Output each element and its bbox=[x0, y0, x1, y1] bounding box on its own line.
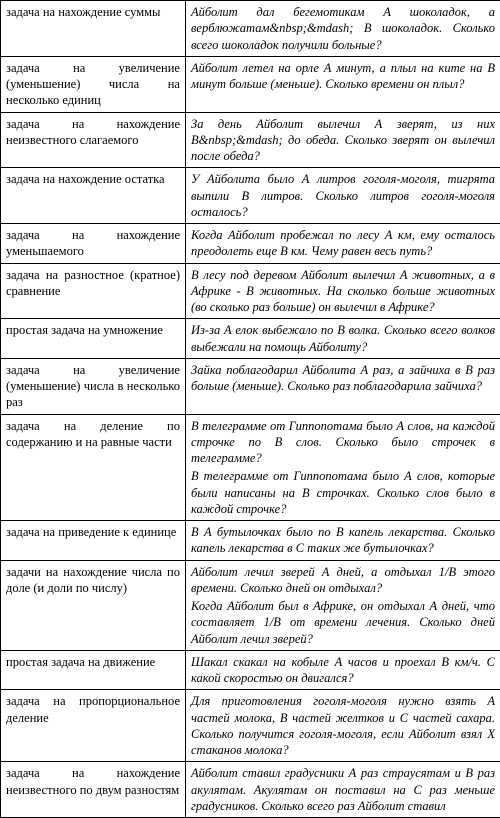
problem-text-paragraph: Айболит ставил градусники А раз страусят… bbox=[191, 765, 495, 814]
problem-text-cell: Из-за А елок выбежало по В волка. Скольк… bbox=[186, 319, 500, 359]
table-row: задача на увеличение (уменьшение) числа … bbox=[1, 358, 500, 414]
problem-type-cell: задача на нахождение неизвестного слагае… bbox=[1, 112, 186, 168]
table-row: задача на пропорциональное делениеДля пр… bbox=[1, 690, 500, 762]
problem-type-cell: простая задача на движение bbox=[1, 650, 186, 690]
problem-text-paragraph: В лесу под деревом Айболит вылечил А жив… bbox=[191, 267, 495, 316]
table-row: задача на нахождение суммыАйболит дал бе… bbox=[1, 1, 500, 57]
problem-text-paragraph: Для приготовления гоголя-моголя нужно вз… bbox=[191, 693, 495, 758]
problem-type-cell: задача на увеличение (уменьшение) числа … bbox=[1, 358, 186, 414]
problem-type-cell: задача на нахождение остатка bbox=[1, 168, 186, 224]
problem-text-paragraph: Айболит дал бегемотикам А шоколадок, а в… bbox=[191, 4, 495, 53]
problem-text-paragraph: Айболит лечил зверей А дней, а отдыхал 1… bbox=[191, 564, 495, 597]
table-row: задача на увеличение (уменьшение) числа … bbox=[1, 56, 500, 112]
problem-text-cell: Айболит дал бегемотикам А шоколадок, а в… bbox=[186, 1, 500, 57]
problem-type-cell: задача на разностное (кратное) сравнение bbox=[1, 263, 186, 319]
problem-text-paragraph: Когда Айболит был в Африке, он отдыхал А… bbox=[191, 598, 495, 647]
problem-text-cell: Айболит летел на орле А минут, а плыл на… bbox=[186, 56, 500, 112]
table-row: простая задача на движениеШакал скакал н… bbox=[1, 650, 500, 690]
problem-type-cell: задача на нахождение уменьшаемого bbox=[1, 224, 186, 264]
table-body: задача на нахождение суммыАйболит дал бе… bbox=[1, 1, 500, 818]
problem-text-cell: В А бутылочках было по В капель лекарств… bbox=[186, 521, 500, 561]
problem-type-cell: задача на пропорциональное деление bbox=[1, 690, 186, 762]
problem-text-paragraph: За день Айболит вылечил А зверят, из них… bbox=[191, 116, 495, 165]
problem-type-cell: задачи на нахождение числа по доле (и до… bbox=[1, 560, 186, 650]
problem-text-paragraph: Из-за А елок выбежало по В волка. Скольк… bbox=[191, 322, 495, 355]
problem-text-cell: Для приготовления гоголя-моголя нужно вз… bbox=[186, 690, 500, 762]
table-row: простая задача на умножениеИз-за А елок … bbox=[1, 319, 500, 359]
problem-text-paragraph: Шакал скакал на кобыле А часов и проехал… bbox=[191, 654, 495, 687]
problem-type-cell: задача на приведение к единице bbox=[1, 521, 186, 561]
problem-text-paragraph: В телеграмме от Гиппопотама было А слов,… bbox=[191, 418, 495, 467]
table-row: задача на нахождение неизвестного слагае… bbox=[1, 112, 500, 168]
table-row: задача на приведение к единицеВ А бутыло… bbox=[1, 521, 500, 561]
table-row: задачи на нахождение числа по доле (и до… bbox=[1, 560, 500, 650]
problem-type-cell: задача на нахождение неизвестного по дву… bbox=[1, 762, 186, 818]
problem-type-cell: задача на деление по содержанию и на рав… bbox=[1, 414, 186, 521]
problem-text-cell: У Айболита было А литров гоголя-моголя, … bbox=[186, 168, 500, 224]
problem-type-cell: простая задача на умножение bbox=[1, 319, 186, 359]
problem-text-paragraph: Когда Айболит пробежал по лесу А км, ему… bbox=[191, 227, 495, 260]
table-row: задача на нахождение неизвестного по дву… bbox=[1, 762, 500, 818]
problem-text-cell: Айболит ставил градусники А раз страусят… bbox=[186, 762, 500, 818]
table-row: задача на деление по содержанию и на рав… bbox=[1, 414, 500, 521]
table-row: задача на нахождение остаткаУ Айболита б… bbox=[1, 168, 500, 224]
problem-type-cell: задача на увеличение (уменьшение) числа … bbox=[1, 56, 186, 112]
problem-text-cell: Когда Айболит пробежал по лесу А км, ему… bbox=[186, 224, 500, 264]
problem-text-paragraph: В телеграмме от Гиппопотама было А слов,… bbox=[191, 468, 495, 517]
problem-text-cell: Зайка поблагодарил Айболита А раз, а зай… bbox=[186, 358, 500, 414]
problem-text-cell: В лесу под деревом Айболит вылечил А жив… bbox=[186, 263, 500, 319]
table-row: задача на разностное (кратное) сравнение… bbox=[1, 263, 500, 319]
problem-text-cell: В телеграмме от Гиппопотама было А слов,… bbox=[186, 414, 500, 521]
problem-text-paragraph: Айболит летел на орле А минут, а плыл на… bbox=[191, 60, 495, 93]
problems-table: задача на нахождение суммыАйболит дал бе… bbox=[0, 0, 500, 818]
problem-text-cell: Шакал скакал на кобыле А часов и проехал… bbox=[186, 650, 500, 690]
problem-type-cell: задача на нахождение суммы bbox=[1, 1, 186, 57]
problem-text-cell: Айболит лечил зверей А дней, а отдыхал 1… bbox=[186, 560, 500, 650]
table-row: задача на нахождение уменьшаемогоКогда А… bbox=[1, 224, 500, 264]
problem-text-paragraph: У Айболита было А литров гоголя-моголя, … bbox=[191, 171, 495, 220]
problem-text-paragraph: Зайка поблагодарил Айболита А раз, а зай… bbox=[191, 362, 495, 395]
problem-text-cell: За день Айболит вылечил А зверят, из них… bbox=[186, 112, 500, 168]
problem-text-paragraph: В А бутылочках было по В капель лекарств… bbox=[191, 524, 495, 557]
